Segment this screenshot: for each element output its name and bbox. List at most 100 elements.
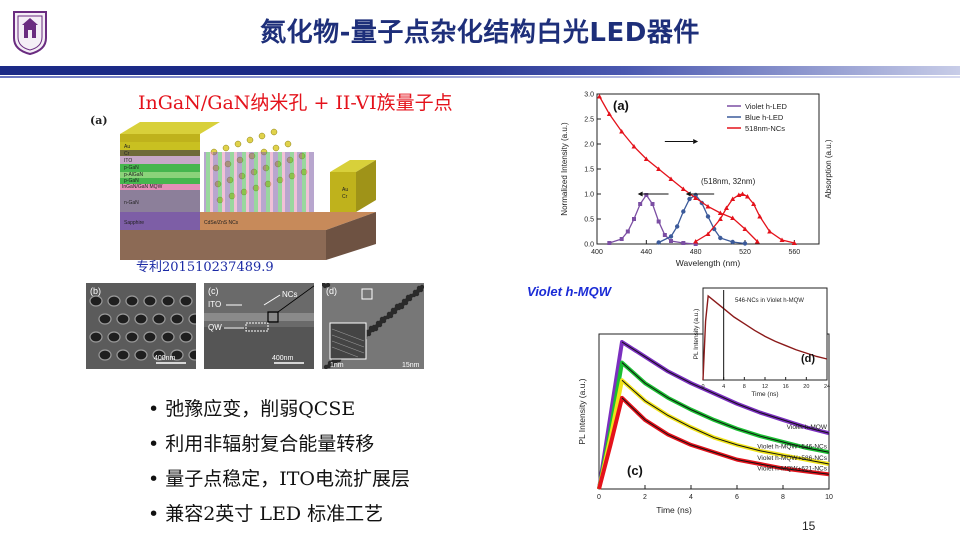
x-tick-label: 6 xyxy=(735,494,739,501)
plot-frame xyxy=(596,93,820,245)
x-tick-label: 400 xyxy=(591,249,603,256)
data-point xyxy=(662,233,667,237)
inset-x-tick-label: 20 xyxy=(803,384,809,390)
device-schematic: Au Cr ITO p-GaN p-AlGaN p-GaN InGaN/GaN … xyxy=(120,122,376,260)
data-point xyxy=(742,226,748,231)
data-point xyxy=(754,239,760,244)
data-point xyxy=(693,239,699,244)
bullet-item: 利用非辐射复合能量转移 xyxy=(148,427,548,462)
contact-label-cr: Cr xyxy=(342,194,348,200)
legend-entry: 518nm-NCs xyxy=(745,124,785,133)
x-tick-label: 8 xyxy=(781,494,785,501)
data-point xyxy=(757,214,763,219)
bullet-item: 量子点稳定，ITO电流扩展层 xyxy=(148,462,548,497)
series-label: Violet h-MQW+546-NCs xyxy=(757,443,828,450)
series-label: Violet h-MQW+621-NCs xyxy=(757,465,828,472)
sem-image-b: (b) 400nm xyxy=(86,283,196,369)
data-point xyxy=(705,204,711,209)
qd-label: CdSe/ZnS NCs xyxy=(204,220,239,226)
data-point xyxy=(730,239,735,245)
y-tick-label: 3.0 xyxy=(584,92,594,99)
slide-title: 氮化物-量子点杂化结构白光LED器件 xyxy=(260,18,700,48)
data-point xyxy=(619,237,624,241)
inset-x-tick-label: 24 xyxy=(824,384,830,390)
inset-x-tick-label: 4 xyxy=(722,384,725,390)
sem-image-d: (d) 1nm 15nm xyxy=(322,283,424,369)
layer-label-mqw: InGaN/GaN MQW xyxy=(122,184,163,190)
inset-x-tick-label: 16 xyxy=(783,384,789,390)
layer-label-pgan: p-GaN xyxy=(124,165,139,171)
layer-label-palgan: p-AlGaN xyxy=(124,172,144,178)
bullet-list: 弛豫应变，削弱QCSE 利用非辐射复合能量转移 量子点稳定，ITO电流扩展层 兼… xyxy=(148,392,548,532)
data-point xyxy=(656,219,661,224)
data-point xyxy=(669,239,673,243)
x-axis-label: Time (ns) xyxy=(656,505,692,515)
sem-b-label: (b) xyxy=(90,286,101,296)
fit-line xyxy=(621,379,830,465)
x-tick-label: 560 xyxy=(788,249,800,256)
data-point xyxy=(674,224,680,229)
layer-label-ngan: n-GaN xyxy=(124,200,139,206)
data-point xyxy=(705,214,711,219)
data-point xyxy=(619,129,625,134)
fit-line xyxy=(621,397,830,475)
data-point xyxy=(668,176,674,181)
spectra-chart: 400 440 480 520 560 0.0 0.5 1.0 1.5 2.0 2.5 3.0 Wave… xyxy=(560,92,833,269)
sem-d-scale-1: 1nm xyxy=(330,362,344,369)
data-point xyxy=(650,202,655,206)
inset-series-line xyxy=(702,294,828,381)
data-point xyxy=(717,216,723,221)
series-label: Violet h-MQW+586-NCs xyxy=(757,455,828,462)
data-point xyxy=(744,194,750,199)
inset-x-tick-label: 8 xyxy=(743,384,746,390)
inset-series-label: 546-NCs in Violet h-MQW xyxy=(735,298,804,304)
data-point xyxy=(668,234,674,239)
legend-entry: Violet h-LED xyxy=(745,102,788,111)
y-tick-label: 1.5 xyxy=(584,167,594,174)
sem-c-ncs: NCs xyxy=(282,290,298,299)
data-point xyxy=(606,111,612,116)
contact-label-au: Au xyxy=(342,187,348,193)
panel-label: (c) xyxy=(627,463,643,478)
x-tick-label: 520 xyxy=(739,249,751,256)
fit-line xyxy=(621,362,830,453)
data-point xyxy=(681,241,686,245)
y-tick-label: 2.5 xyxy=(584,117,594,124)
x-axis-label: Wavelength (nm) xyxy=(676,258,741,268)
data-point xyxy=(631,144,637,149)
data-point xyxy=(681,209,686,214)
layer-label-cr: Cr xyxy=(124,151,130,157)
data-point xyxy=(717,210,723,215)
university-seal-logo xyxy=(13,11,47,56)
inset-x-tick-label: 0 xyxy=(701,384,704,390)
annotation: (518nm, 32nm) xyxy=(701,177,756,186)
inset-y-axis-label: PL Intensity (a.u.) xyxy=(693,309,700,360)
series-line xyxy=(695,193,795,244)
title-divider-thin xyxy=(0,76,960,78)
x-tick-label: 2 xyxy=(643,494,647,501)
data-point xyxy=(767,229,773,234)
page-number: 15 xyxy=(802,519,816,533)
data-point xyxy=(632,217,636,221)
fit-line xyxy=(621,341,830,434)
data-point xyxy=(693,242,698,246)
data-point xyxy=(724,205,729,210)
sem-c-label: (c) xyxy=(208,286,219,296)
sem-c-scale: 400nm xyxy=(272,355,294,362)
sem-d-scale-2: 15nm xyxy=(402,362,420,369)
series-line xyxy=(598,96,758,242)
data-point xyxy=(730,215,736,220)
series-label: Violet h-MQW xyxy=(787,424,828,431)
data-point xyxy=(740,191,746,196)
layer-label-ito: ITO xyxy=(124,158,132,164)
y-tick-label: 2.0 xyxy=(584,142,594,149)
x-tick-label: 480 xyxy=(690,249,702,256)
sem-c-qw: QW xyxy=(208,323,222,332)
arrowhead xyxy=(637,191,643,197)
data-point xyxy=(687,196,692,202)
layer-label-sapphire: Sapphire xyxy=(124,220,144,226)
sem-b-scale: 400nm xyxy=(154,355,176,362)
y-tick-label: 1.0 xyxy=(584,192,594,199)
x-tick-label: 0 xyxy=(597,494,601,501)
